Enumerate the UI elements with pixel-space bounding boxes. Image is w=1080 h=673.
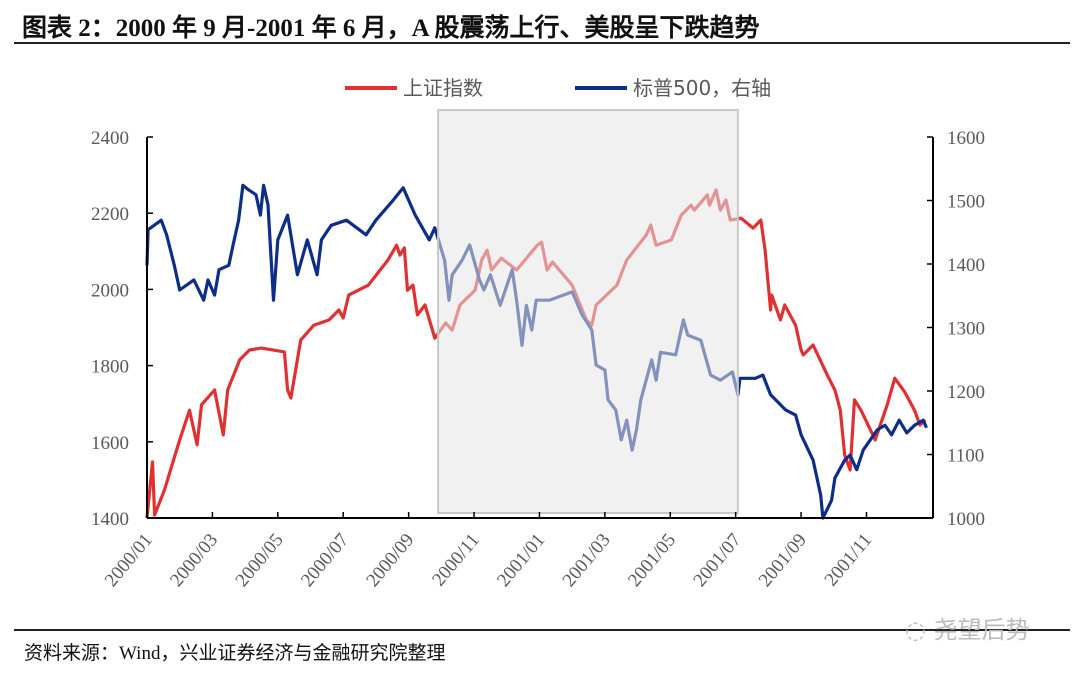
right-tick-label: 1500 — [947, 192, 985, 213]
right-tick-label: 1300 — [947, 319, 985, 340]
legend-label-0: 上证指数 — [403, 76, 483, 100]
right-tick-label: 1200 — [947, 382, 985, 403]
left-tick-label: 1400 — [91, 509, 129, 530]
x-tick-label: 2001/11 — [821, 530, 877, 591]
x-tick-label: 2000/09 — [362, 530, 418, 591]
watermark: ◌ 尧望后势 — [905, 610, 1030, 645]
left-tick-label: 2400 — [91, 128, 129, 149]
x-tick-label: 2001/09 — [755, 530, 811, 591]
x-tick-label: 2000/11 — [428, 530, 484, 591]
watermark-text: 尧望后势 — [933, 616, 1030, 644]
highlight-period-box — [437, 109, 739, 514]
x-tick-label: 2000/05 — [232, 530, 288, 591]
x-tick-label: 2001/01 — [493, 530, 549, 591]
right-tick-label: 1600 — [947, 128, 985, 149]
x-tick-label: 2000/07 — [297, 530, 353, 591]
right-tick-label: 1400 — [947, 255, 985, 276]
footer-divider — [14, 629, 1070, 631]
chart-title: 图表 2：2000 年 9 月-2001 年 6 月，A 股震荡上行、美股呈下跌… — [22, 15, 760, 42]
plot-area: 1400 1600 1800 2000 2200 2400 1000 1100 1200 1300… — [91, 109, 985, 591]
legend-label-1: 标普500，右轴 — [633, 76, 771, 100]
wechat-icon: ◌ — [905, 616, 934, 644]
x-tick-label: 2001/07 — [689, 530, 745, 591]
left-tick-label: 1800 — [91, 357, 129, 378]
x-tick-label: 2000/03 — [166, 530, 222, 591]
left-tick-label: 1600 — [91, 433, 129, 454]
x-tick-label: 2001/05 — [624, 530, 680, 591]
x-tick-label: 2000/01 — [101, 530, 157, 591]
title-divider — [14, 42, 1070, 44]
x-tick-label: 2001/03 — [559, 530, 615, 591]
source-note: 资料来源：Wind，兴业证券经济与金融研究院整理 — [24, 643, 446, 664]
legend: 上证指数 标普500，右轴 — [345, 76, 771, 100]
right-tick-label: 1100 — [947, 446, 984, 467]
left-tick-label: 2200 — [91, 204, 129, 225]
right-tick-label: 1000 — [947, 509, 985, 530]
left-tick-label: 2000 — [91, 280, 129, 301]
